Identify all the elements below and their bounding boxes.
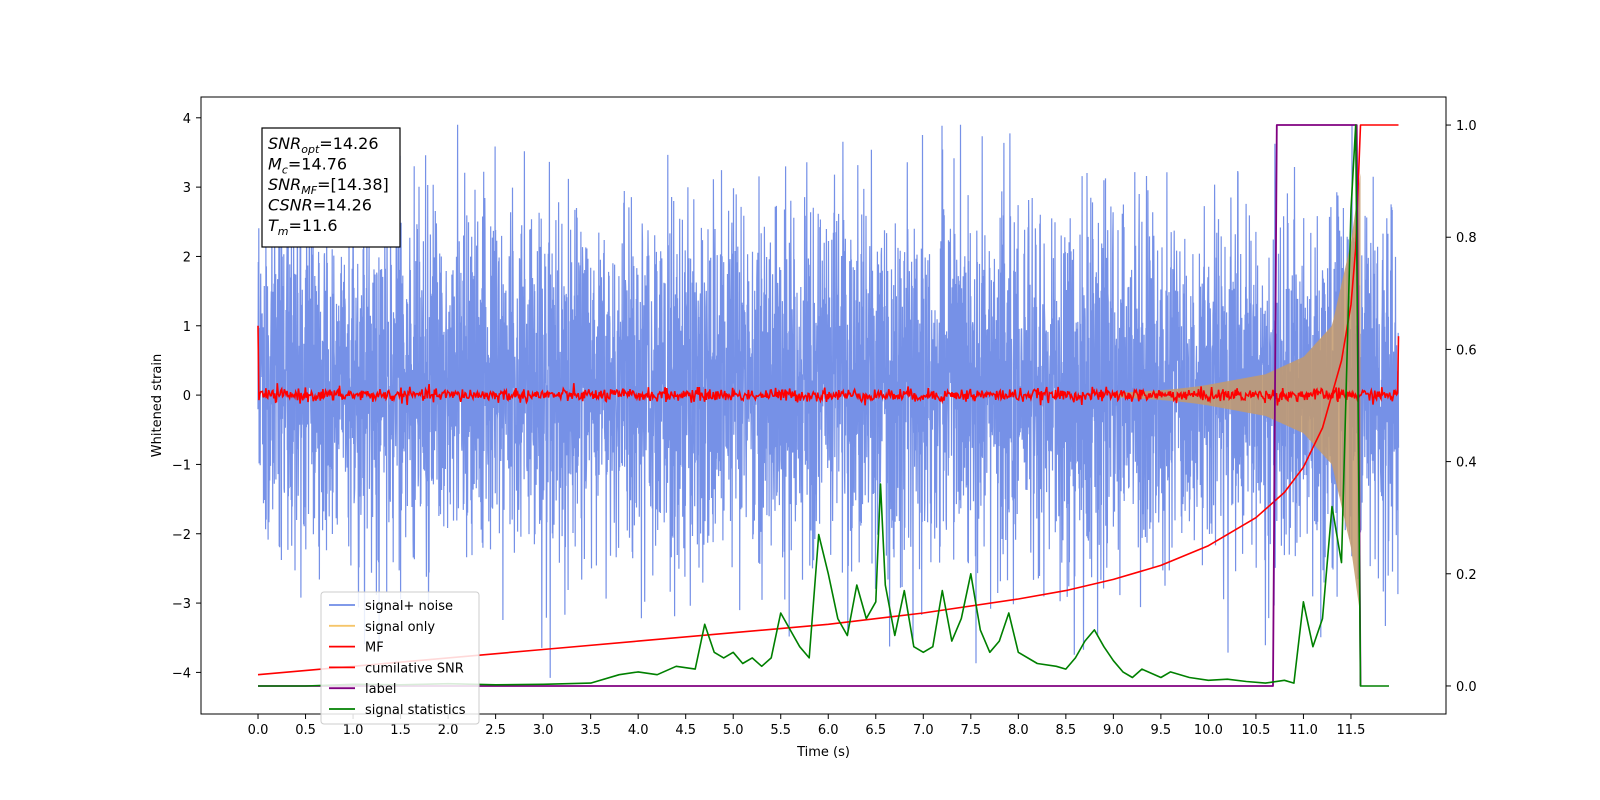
annotation-line: Tm=11.6 (268, 216, 338, 238)
y-tick-label: 4 (183, 112, 191, 127)
x-tick-label: 9.5 (1151, 723, 1172, 738)
x-tick-label: 5.5 (770, 723, 791, 738)
y2-tick-label: 0.2 (1456, 568, 1477, 583)
x-tick-label: 8.0 (1008, 723, 1029, 738)
x-tick-label: 9.0 (1103, 723, 1124, 738)
y2-tick-label: 0.8 (1456, 231, 1477, 246)
x-tick-label: 10.0 (1194, 723, 1223, 738)
x-tick-label: 1.5 (390, 723, 411, 738)
y-axis-label: Whitened strain (150, 354, 165, 457)
x-tick-label: 3.0 (533, 723, 554, 738)
y-axis-left: 4 3 2 1 0 −1 −2 −3 −4 (172, 112, 201, 681)
y2-tick-label: 1.0 (1456, 119, 1477, 134)
plot-area (257, 124, 1400, 687)
x-axis-label: Time (s) (796, 745, 850, 760)
annotation-line: SNRopt=14.26 (268, 134, 379, 156)
x-tick-label: 4.0 (628, 723, 649, 738)
annotation-line: Mc=14.76 (268, 155, 347, 177)
legend-label: label (365, 682, 396, 697)
series-mf (257, 325, 1400, 406)
x-tick-label: 2.5 (485, 723, 506, 738)
legend-frame (320, 591, 480, 725)
annotation-line: SNRMF=[14.38] (268, 175, 389, 197)
y-tick-label: −4 (172, 666, 191, 681)
plot-frame (200, 96, 1447, 715)
y2-tick-label: 0.0 (1456, 680, 1477, 695)
y-axis-right: 1.0 0.8 0.6 0.4 0.2 0.0 (1446, 119, 1477, 695)
legend-label: signal only (365, 620, 435, 635)
y-tick-label: −1 (172, 458, 191, 473)
x-tick-label: 0.5 (295, 723, 316, 738)
legend: signal+ noise signal only MF cumilative SNR… (320, 591, 480, 725)
x-tick-label: 3.5 (580, 723, 601, 738)
y2-tick-label: 0.4 (1456, 456, 1477, 471)
x-tick-label: 0.0 (248, 723, 269, 738)
x-tick-label: 7.5 (960, 723, 981, 738)
y-tick-label: 0 (183, 389, 191, 404)
y-tick-label: 1 (183, 320, 191, 335)
stats-annotation: SNRopt=14.26Mc=14.76SNRMF=[14.38]CSNR=14… (261, 127, 401, 248)
x-tick-label: 2.0 (438, 723, 459, 738)
x-tick-label: 8.5 (1056, 723, 1077, 738)
x-tick-label: 6.5 (865, 723, 886, 738)
y-tick-label: −2 (172, 528, 191, 543)
annotation-line: CSNR=14.26 (268, 196, 372, 215)
legend-label: signal statistics (365, 703, 466, 718)
x-tick-label: 11.0 (1289, 723, 1318, 738)
y2-tick-label: 0.6 (1456, 343, 1477, 358)
legend-label: signal+ noise (365, 599, 453, 614)
x-tick-label: 7.0 (913, 723, 934, 738)
x-tick-label: 5.0 (723, 723, 744, 738)
series-signal-statistics (258, 124, 1389, 687)
x-tick-label: 6.0 (818, 723, 839, 738)
x-tick-label: 11.5 (1336, 723, 1365, 738)
x-axis: 0.0 0.5 1.0 1.5 2.0 2.5 3.0 3.5 4.0 4.5 5.0 5.5 6.0 6… (248, 714, 1365, 738)
y-tick-label: −3 (172, 597, 191, 612)
x-tick-label: 1.0 (343, 723, 364, 738)
x-tick-label: 4.5 (675, 723, 696, 738)
x-tick-label: 10.5 (1241, 723, 1270, 738)
annotation-frame (261, 127, 401, 248)
y-tick-label: 2 (183, 250, 191, 265)
legend-label: cumilative SNR (365, 661, 464, 676)
series-cumilative-snr (257, 124, 1399, 676)
y-tick-label: 3 (183, 181, 191, 196)
legend-label: MF (365, 641, 384, 656)
